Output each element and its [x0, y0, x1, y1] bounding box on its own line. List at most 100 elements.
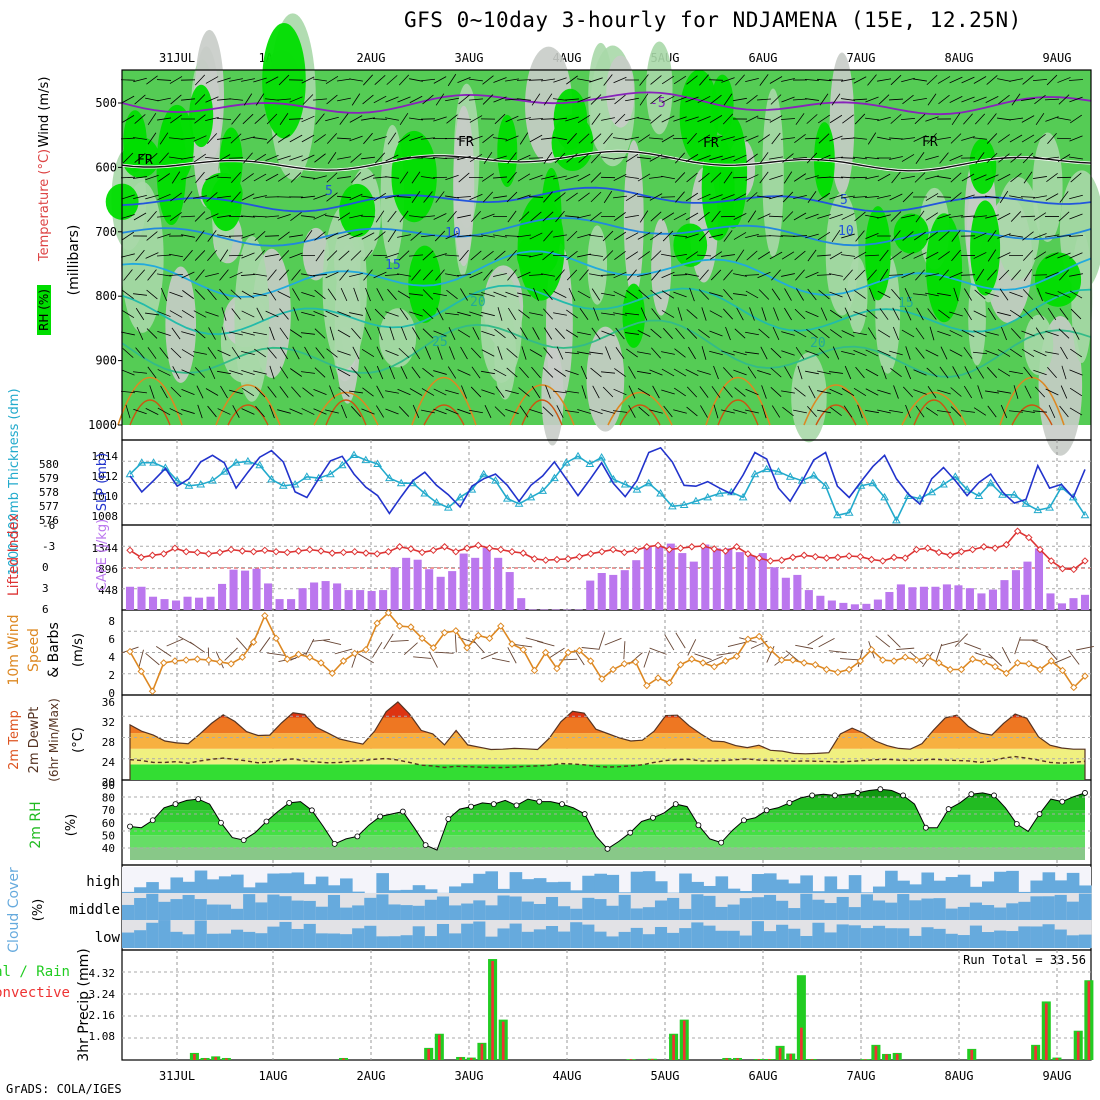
cloud-fill — [715, 930, 729, 948]
cape-bar — [448, 571, 457, 610]
wind-barb — [505, 291, 519, 298]
wind-barb — [398, 347, 410, 359]
wind-barb — [808, 385, 816, 399]
precip-conv-bar — [736, 1058, 739, 1060]
thickness-point — [361, 455, 371, 464]
wind-speed-point — [912, 656, 921, 664]
lifted-index-point — [699, 542, 707, 550]
wind-barb — [468, 235, 484, 237]
wind-label-c: & Barbs — [46, 622, 62, 678]
wind-barb — [543, 288, 553, 301]
wind-barb — [1034, 94, 1046, 105]
wind-barb — [793, 329, 807, 338]
wind-barb — [433, 76, 447, 84]
wind-barb-surface — [818, 637, 835, 648]
wind-barb — [241, 369, 255, 376]
wind-barb — [437, 346, 443, 360]
rh-moist-patch — [189, 84, 214, 148]
wind-barb — [603, 74, 613, 86]
wind-barb — [448, 327, 456, 340]
wind-barb — [555, 269, 565, 281]
rh-moist-patch — [926, 213, 963, 323]
wind-barb — [529, 409, 543, 414]
contour-label: FR — [137, 153, 153, 168]
wind-barb — [1045, 292, 1059, 297]
cloud-fill — [352, 891, 365, 893]
wind-barb — [747, 210, 757, 223]
wind-barb — [600, 98, 616, 101]
rh-point — [149, 817, 156, 824]
wind-barb — [817, 154, 831, 162]
wind-barb — [864, 195, 880, 199]
rh-moist-patch — [673, 223, 708, 267]
wind-barb — [541, 273, 555, 277]
wind-barb — [699, 269, 709, 281]
wind-barb — [781, 251, 795, 260]
rh-dry-patch — [322, 205, 367, 370]
wind-barb — [709, 310, 723, 318]
cloud-fill — [352, 905, 365, 920]
wind-barb — [567, 133, 577, 144]
cloud-fill — [885, 928, 898, 948]
wind-barb — [651, 347, 661, 359]
wind-barb — [384, 274, 400, 276]
cloud-fill — [739, 898, 753, 920]
rh-dry-patch — [762, 88, 784, 257]
wind-barb — [315, 249, 325, 262]
rh-tick: 60 — [102, 817, 115, 830]
wind-barb — [421, 388, 435, 396]
wind-barb — [589, 254, 603, 257]
lifted-index-point — [957, 548, 966, 556]
date-label-top: 31JUL — [159, 51, 195, 65]
wind-barb — [194, 211, 206, 222]
wind-barb — [686, 251, 698, 260]
wind-barb — [877, 173, 891, 182]
wind-barb — [914, 172, 926, 183]
lifted-index-point — [586, 550, 595, 558]
thickness-point — [585, 459, 595, 467]
wind-barb — [121, 231, 135, 241]
wind-barb — [795, 113, 805, 125]
wind-barb — [843, 269, 853, 281]
wind-barb — [220, 385, 228, 399]
wind-barb — [183, 249, 193, 262]
wind-barb — [372, 254, 388, 257]
wind-barb — [661, 95, 675, 104]
wind-barb — [757, 117, 771, 121]
wind-barb — [829, 273, 843, 277]
wind-barb — [840, 157, 856, 159]
wind-barb — [997, 311, 1011, 317]
wind-speed-point — [474, 631, 483, 640]
wind-barb — [771, 132, 781, 145]
wind-barb — [589, 273, 603, 277]
wind-barb — [135, 249, 145, 262]
wind-barb — [517, 98, 531, 101]
wind-barb — [914, 113, 926, 125]
cape-bar — [218, 583, 227, 610]
wind-barb — [231, 308, 241, 320]
wind-barb — [1010, 328, 1022, 339]
precip-total-label: Total / Rain — [0, 964, 70, 980]
wind-barb — [217, 77, 231, 83]
wind-barb-surface — [941, 640, 959, 646]
cloud-fill — [146, 893, 159, 920]
wind-barb — [733, 213, 747, 220]
rh-point — [945, 806, 952, 812]
wind-barb — [698, 172, 710, 183]
pressure-tick: 500 — [95, 96, 117, 110]
rh-point — [399, 808, 406, 815]
wind-barb — [169, 156, 183, 160]
wind-barb — [133, 137, 147, 140]
wind-speed-point — [890, 657, 898, 665]
wind-barb — [362, 94, 374, 105]
wind-tick: 6 — [108, 633, 115, 646]
wind-barb — [433, 292, 447, 297]
lifted-index-point — [564, 555, 572, 563]
wind-barb — [241, 193, 255, 201]
wind-barb — [1047, 307, 1057, 321]
cloud-fill — [933, 880, 947, 893]
wind-barb — [566, 75, 578, 85]
wind-barb — [661, 175, 675, 180]
wind-barb — [387, 229, 397, 243]
wind-speed-point — [485, 634, 494, 643]
